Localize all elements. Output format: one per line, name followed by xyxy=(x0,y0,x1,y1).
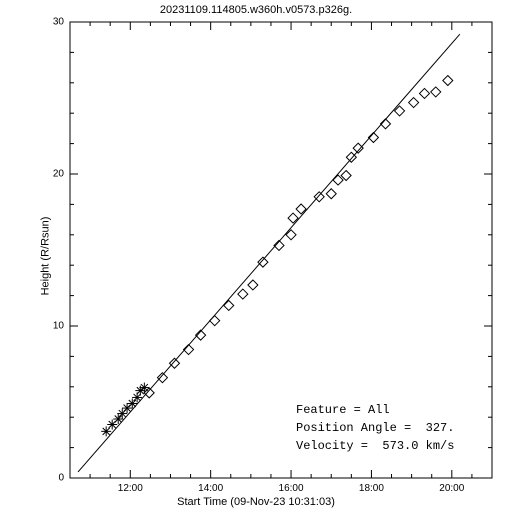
y-tick-label: 30 xyxy=(53,17,64,28)
chart-annotation: Feature = All xyxy=(296,403,390,417)
chart-annotation: Position Angle = 327. xyxy=(296,421,454,435)
x-tick-label: 14:00 xyxy=(198,483,223,494)
y-tick-label: 0 xyxy=(58,473,64,484)
x-tick-label: 18:00 xyxy=(359,483,384,494)
x-tick-label: 16:00 xyxy=(279,483,304,494)
chart-annotation: Velocity = 573.0 km/s xyxy=(296,439,454,453)
x-tick-label: 20:00 xyxy=(439,483,464,494)
chart-container: 20231109.114805.w360h.v0573.p326g. Heigh… xyxy=(0,0,512,512)
y-tick-label: 20 xyxy=(53,169,64,180)
plot-svg xyxy=(0,0,512,512)
y-tick-label: 10 xyxy=(53,321,64,332)
x-tick-label: 12:00 xyxy=(118,483,143,494)
